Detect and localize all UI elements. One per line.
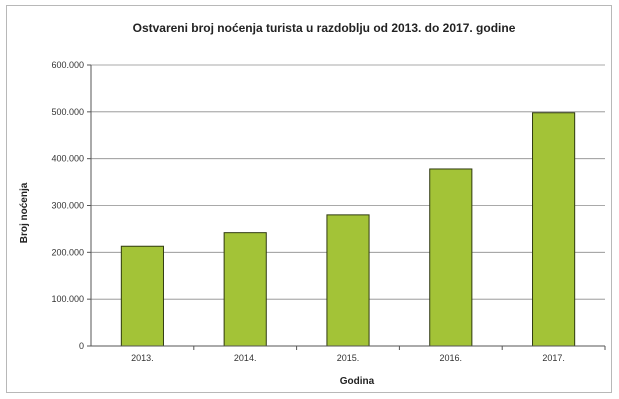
axes (90, 65, 605, 347)
y-tick-label: 200.000 (51, 247, 84, 257)
y-tick-label: 0 (79, 341, 84, 351)
bar-2017 (532, 112, 576, 347)
x-tick-label: 2015. (337, 353, 360, 363)
bar-2014 (223, 232, 267, 347)
y-tick-label: 600.000 (51, 60, 84, 70)
bar-2013 (120, 245, 164, 347)
gridlines (91, 64, 605, 300)
y-tick-label: 500.000 (51, 107, 84, 117)
bar-chart: Ostvareni broj noćenja turista u razdobl… (19, 21, 606, 387)
x-tick-label: 2014. (234, 353, 257, 363)
y-tick-label: 400.000 (51, 154, 84, 164)
bar-2016 (429, 168, 473, 347)
bars (120, 112, 576, 347)
y-tick-label: 100.000 (51, 294, 84, 304)
x-tick-label: 2017. (542, 353, 565, 363)
chart-frame: Ostvareni broj noćenja turista u razdobl… (6, 5, 612, 393)
bar-2015 (326, 214, 370, 347)
y-axis-ticks: 0 100.000 200.000 300.000 400.000 500.000 600.… (51, 60, 91, 351)
x-tick-label: 2016. (440, 353, 463, 363)
y-tick-label: 300.000 (51, 201, 84, 211)
y-axis-title: Broj noćenja (19, 182, 30, 243)
x-axis-title: Godina (340, 376, 375, 387)
x-tick-label: 2013. (131, 353, 154, 363)
x-axis-ticks: 2013. 2014. 2015. 2016. 2017. (131, 346, 606, 363)
chart-title: Ostvareni broj noćenja turista u razdobl… (133, 21, 516, 35)
